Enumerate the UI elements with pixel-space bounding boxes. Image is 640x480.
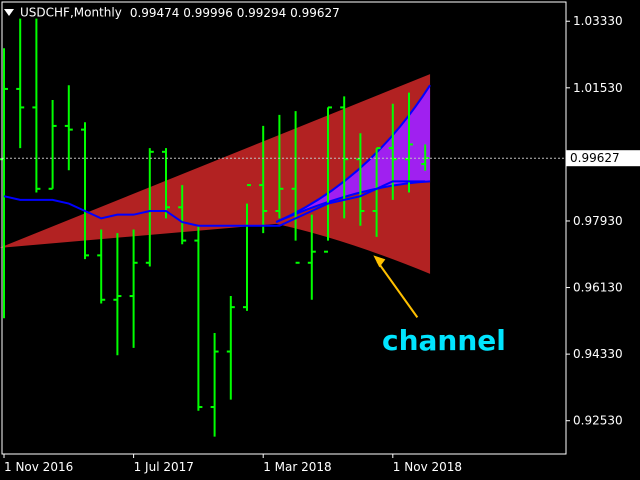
ohlc-bar (0, 48, 8, 319)
annotation-arrow (376, 260, 419, 318)
ohlc-bar (259, 125, 268, 234)
ohlc-bar (162, 148, 170, 219)
ma-layer (3, 180, 426, 227)
fan-layer (0, 74, 431, 274)
current-price-box (566, 150, 640, 167)
current-price-label: 0.99627 (570, 151, 620, 165)
ohlc-bar (372, 147, 381, 237)
ohlc-bar (97, 229, 106, 304)
ohlc-bar (340, 96, 349, 219)
ohlc-bar (129, 229, 138, 348)
y-tick-label: 0.94330 (573, 347, 623, 361)
ohlc-bar (16, 18, 25, 149)
ohlc-bar (194, 225, 203, 411)
ohlc-bar (113, 233, 122, 356)
ohlc-bar (405, 92, 413, 193)
ohlc-bar (48, 100, 57, 190)
ohlc-bar (307, 214, 316, 300)
ohlc-bar (32, 18, 41, 193)
x-tick-label: 1 Jul 2017 (134, 460, 194, 474)
ohlc-bar (81, 122, 89, 260)
symbol-label: USDCHF,Monthly (20, 5, 122, 20)
ohlc-bar (275, 114, 284, 219)
y-tick-label: 0.97930 (573, 214, 623, 228)
x-tick-label: 1 Mar 2018 (263, 460, 331, 474)
y-tick-label: 0.96130 (573, 281, 623, 295)
moving-average-line (3, 180, 426, 227)
chart-header: USDCHF,Monthly 0.99474 0.99996 0.99294 0.… (4, 5, 340, 20)
x-tick-label: 1 Nov 2018 (393, 460, 462, 474)
dropdown-triangle-icon[interactable] (4, 9, 14, 16)
x-tick-label: 1 Nov 2016 (4, 460, 73, 474)
ohlc-bar (210, 333, 219, 437)
ohlc-bar (324, 106, 332, 253)
ohlc-bar (145, 148, 154, 267)
ohlc-bar (356, 133, 365, 226)
fan-channel (0, 74, 431, 274)
y-tick-label: 1.01530 (573, 81, 623, 95)
ohlc-prices: 0.99474 0.99996 0.99294 0.99627 (129, 5, 340, 20)
bars-layer (0, 18, 430, 437)
ohlc-bar (178, 185, 187, 245)
annotation-text: channel (382, 324, 506, 357)
inner-channel-fill (276, 85, 431, 223)
annotation-layer: channel (373, 255, 506, 357)
annotation-arrowhead (373, 255, 386, 268)
plot-frame (1, 1, 567, 455)
y-tick-label: 0.92530 (573, 414, 623, 428)
ohlc-bar (243, 184, 251, 311)
ohlc-bar (64, 85, 73, 171)
y-tick-label: 1.03330 (573, 14, 623, 28)
ohlc-bar (226, 296, 235, 400)
ohlc-bar (388, 103, 397, 200)
